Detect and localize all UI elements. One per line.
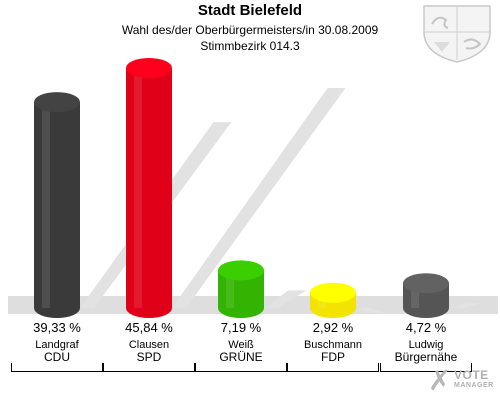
- bar-shadow: [264, 290, 307, 308]
- party-label: CDU: [44, 350, 70, 364]
- bar-highlight: [411, 283, 419, 308]
- coat-of-arms-icon: [423, 5, 491, 63]
- bar-1: [34, 92, 80, 318]
- bar-shadow: [356, 308, 384, 313]
- bar-top: [310, 282, 356, 303]
- category-bracket: [380, 363, 472, 372]
- candidate-label: Ludwig: [408, 339, 444, 351]
- bar-body: [403, 283, 449, 318]
- bar-3: [218, 260, 264, 318]
- party-label: Bürgernähe: [394, 350, 458, 364]
- bar-highlight: [42, 102, 50, 308]
- category-bracket: [287, 363, 379, 372]
- party-label: GRÜNE: [219, 350, 263, 364]
- category-bracket: [11, 363, 103, 372]
- bar-top: [218, 260, 264, 281]
- chart-title: Stadt Bielefeld: [197, 2, 303, 19]
- logo-text-manager: MANAGER: [454, 382, 494, 389]
- bar-shadow: [172, 88, 346, 308]
- candidate-label: Landgraf: [35, 339, 79, 351]
- category-bracket: [103, 363, 195, 372]
- category-bracket: [195, 363, 287, 372]
- bar-top: [126, 58, 172, 78]
- bar-body: [34, 102, 80, 318]
- bar-highlight: [134, 68, 142, 308]
- bar-top: [403, 273, 449, 294]
- candidate-label: Buschmann: [303, 339, 363, 351]
- bar-body: [126, 68, 172, 318]
- bar-top: [34, 92, 80, 113]
- district-label: Stimmbezirk 014.3: [200, 39, 300, 53]
- bar-highlight: [226, 270, 234, 308]
- bar-2: [126, 58, 172, 318]
- value-label: 45,84 %: [125, 320, 173, 335]
- logo-text-vote: VOTE: [454, 368, 489, 382]
- chart-subtitle: Wahl des/der Oberbürgermeisters/in 30.08…: [121, 23, 379, 37]
- bar-body: [218, 270, 264, 318]
- value-label: 39,33 %: [33, 320, 81, 335]
- party-label: FDP: [321, 350, 345, 364]
- value-label: 7,19 %: [220, 320, 262, 335]
- bar-shadow: [449, 303, 484, 308]
- votemanager-logo: ✗ VOTE MANAGER: [428, 360, 498, 397]
- value-label: 4,72 %: [405, 320, 447, 335]
- bar-4: [310, 282, 356, 318]
- candidate-label: Weiß: [228, 339, 254, 351]
- candidate-label: Clausen: [128, 339, 170, 351]
- value-label: 2,92 %: [312, 320, 354, 335]
- party-label: SPD: [136, 350, 162, 364]
- votemanager-mark-icon: ✗: [428, 364, 452, 397]
- bar-5: [403, 273, 449, 318]
